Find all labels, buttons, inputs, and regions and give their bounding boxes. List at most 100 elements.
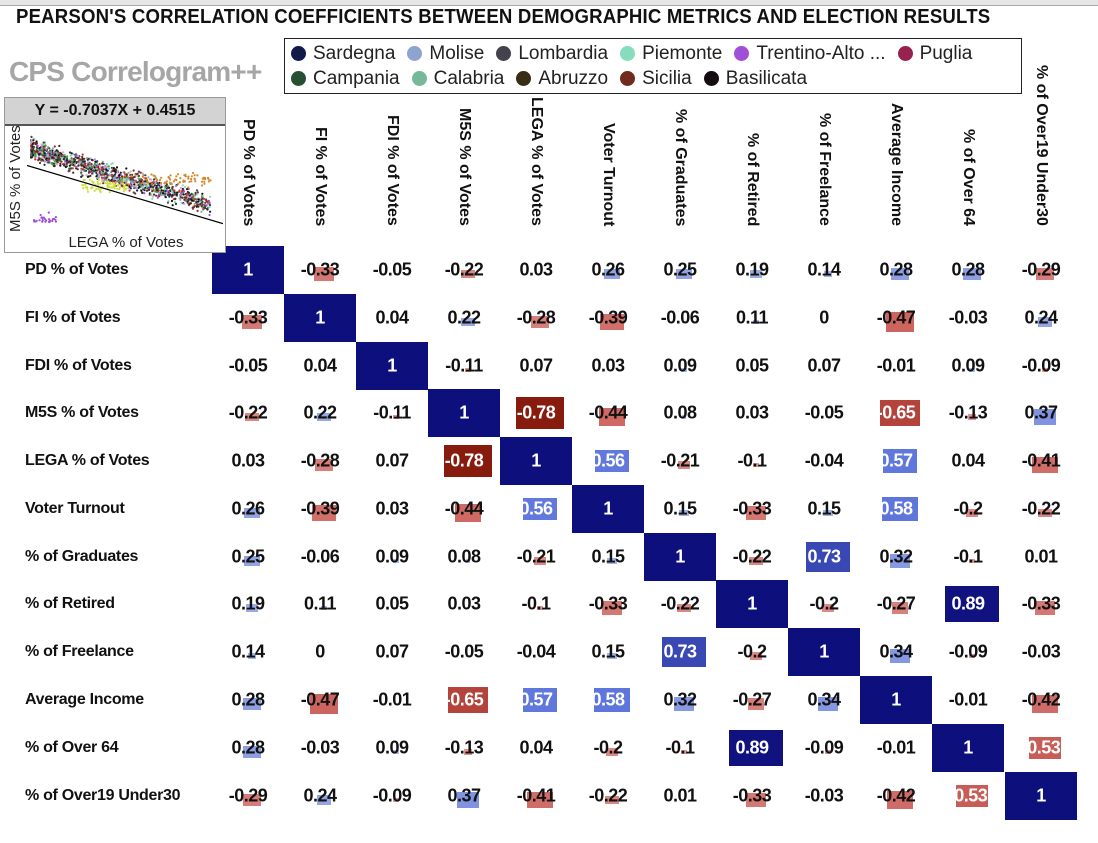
correlation-cell[interactable]: -0.01 xyxy=(356,676,428,724)
correlation-cell[interactable]: -0.05 xyxy=(212,342,284,390)
correlation-cell[interactable]: -0.65 xyxy=(428,676,500,724)
legend-item[interactable]: Piemonte xyxy=(620,41,722,66)
correlation-cell[interactable]: 0.19 xyxy=(212,580,284,628)
correlation-cell[interactable]: 0.09 xyxy=(644,342,716,390)
correlation-cell[interactable]: 0.03 xyxy=(500,246,572,294)
correlation-cell[interactable]: 0.32 xyxy=(644,676,716,724)
correlation-cell[interactable]: -0.78 xyxy=(500,389,572,437)
correlation-cell[interactable]: -0.2 xyxy=(788,580,860,628)
correlation-cell[interactable]: -0.05 xyxy=(356,246,428,294)
correlation-cell[interactable]: -0.53 xyxy=(932,772,1004,820)
correlation-cell[interactable]: -0.78 xyxy=(428,437,500,485)
correlation-cell[interactable]: 0.03 xyxy=(716,389,788,437)
correlation-cell[interactable]: 1 xyxy=(284,294,356,342)
correlation-cell[interactable]: 0.25 xyxy=(212,533,284,581)
correlation-cell[interactable]: 0 xyxy=(788,294,860,342)
correlation-cell[interactable]: 0.15 xyxy=(644,485,716,533)
correlation-cell[interactable]: -0.03 xyxy=(1005,628,1077,676)
correlation-cell[interactable]: -0.33 xyxy=(716,772,788,820)
correlation-cell[interactable]: 1 xyxy=(860,676,932,724)
correlation-cell[interactable]: 0.28 xyxy=(932,246,1004,294)
correlation-cell[interactable]: -0.47 xyxy=(284,676,356,724)
correlation-cell[interactable]: 0.56 xyxy=(500,485,572,533)
correlation-cell[interactable]: 0.03 xyxy=(428,580,500,628)
correlation-cell[interactable]: -0.33 xyxy=(212,294,284,342)
correlation-cell[interactable]: -0.28 xyxy=(500,294,572,342)
correlation-cell[interactable]: 1 xyxy=(572,485,644,533)
correlation-cell[interactable]: 0.09 xyxy=(356,533,428,581)
correlation-cell[interactable]: -0.29 xyxy=(212,772,284,820)
correlation-cell[interactable]: 0.08 xyxy=(644,389,716,437)
correlation-cell[interactable]: -0.1 xyxy=(500,580,572,628)
correlation-cell[interactable]: -0.27 xyxy=(716,676,788,724)
correlation-cell[interactable]: 1 xyxy=(644,533,716,581)
correlation-cell[interactable]: -0.04 xyxy=(500,628,572,676)
correlation-cell[interactable]: -0.22 xyxy=(716,533,788,581)
correlation-cell[interactable]: -0.01 xyxy=(932,676,1004,724)
legend-item[interactable]: Sardegna xyxy=(291,41,395,66)
correlation-cell[interactable]: 1 xyxy=(212,246,284,294)
correlation-cell[interactable]: 1 xyxy=(716,580,788,628)
legend-item[interactable]: Calabria xyxy=(411,66,504,91)
correlation-cell[interactable]: -0.11 xyxy=(356,389,428,437)
correlation-cell[interactable]: 0.15 xyxy=(572,628,644,676)
correlation-cell[interactable]: 1 xyxy=(1005,772,1077,820)
correlation-cell[interactable]: -0.05 xyxy=(428,628,500,676)
correlation-cell[interactable]: 0.05 xyxy=(356,580,428,628)
correlation-cell[interactable]: -0.33 xyxy=(284,246,356,294)
correlation-cell[interactable]: 0.04 xyxy=(356,294,428,342)
legend-item[interactable]: Sicilia xyxy=(620,66,692,91)
legend-item[interactable]: Puglia xyxy=(897,41,972,66)
correlation-cell[interactable]: 0.15 xyxy=(788,485,860,533)
correlation-cell[interactable]: -0.06 xyxy=(644,294,716,342)
correlation-cell[interactable]: -0.22 xyxy=(428,246,500,294)
correlation-cell[interactable]: 0.37 xyxy=(1005,389,1077,437)
correlation-cell[interactable]: 0.07 xyxy=(500,342,572,390)
correlation-cell[interactable]: 0.05 xyxy=(716,342,788,390)
correlation-cell[interactable]: 0.03 xyxy=(356,485,428,533)
correlation-cell[interactable]: 0.26 xyxy=(212,485,284,533)
correlation-cell[interactable]: -0.13 xyxy=(428,724,500,772)
correlation-cell[interactable]: 0.14 xyxy=(212,628,284,676)
correlation-cell[interactable]: -0.04 xyxy=(788,437,860,485)
correlation-cell[interactable]: 1 xyxy=(788,628,860,676)
correlation-cell[interactable]: 0.34 xyxy=(788,676,860,724)
correlation-cell[interactable]: 0.11 xyxy=(284,580,356,628)
correlation-cell[interactable]: -0.44 xyxy=(428,485,500,533)
correlation-cell[interactable]: -0.05 xyxy=(788,389,860,437)
legend-item[interactable]: Molise xyxy=(407,41,484,66)
correlation-cell[interactable]: 0.19 xyxy=(716,246,788,294)
correlation-cell[interactable]: -0.09 xyxy=(1005,342,1077,390)
correlation-cell[interactable]: 0.37 xyxy=(428,772,500,820)
correlation-cell[interactable]: -0.03 xyxy=(932,294,1004,342)
correlation-cell[interactable]: 0.22 xyxy=(428,294,500,342)
correlation-cell[interactable]: 0.04 xyxy=(500,724,572,772)
correlation-cell[interactable]: -0.41 xyxy=(1005,437,1077,485)
correlation-cell[interactable]: -0.53 xyxy=(1005,724,1077,772)
correlation-cell[interactable]: 0.03 xyxy=(572,342,644,390)
correlation-cell[interactable]: -0.47 xyxy=(860,294,932,342)
correlation-cell[interactable]: -0.09 xyxy=(932,628,1004,676)
correlation-cell[interactable]: -0.44 xyxy=(572,389,644,437)
correlation-cell[interactable]: -0.21 xyxy=(644,437,716,485)
correlation-cell[interactable]: 0.57 xyxy=(500,676,572,724)
correlation-cell[interactable]: -0.2 xyxy=(572,724,644,772)
correlation-cell[interactable]: -0.09 xyxy=(356,772,428,820)
correlation-cell[interactable]: -0.1 xyxy=(644,724,716,772)
correlation-cell[interactable]: -0.28 xyxy=(284,437,356,485)
correlation-cell[interactable]: -0.22 xyxy=(572,772,644,820)
correlation-cell[interactable]: -0.11 xyxy=(428,342,500,390)
correlation-cell[interactable]: -0.1 xyxy=(716,437,788,485)
correlation-cell[interactable]: 0 xyxy=(284,628,356,676)
correlation-cell[interactable]: 0.07 xyxy=(788,342,860,390)
correlation-cell[interactable]: -0.06 xyxy=(284,533,356,581)
correlation-cell[interactable]: -0.2 xyxy=(716,628,788,676)
correlation-cell[interactable]: 0.28 xyxy=(860,246,932,294)
correlation-cell[interactable]: -0.22 xyxy=(1005,485,1077,533)
correlation-cell[interactable]: 0.04 xyxy=(284,342,356,390)
correlation-cell[interactable]: -0.33 xyxy=(716,485,788,533)
correlation-cell[interactable]: 1 xyxy=(428,389,500,437)
correlation-cell[interactable]: 0.14 xyxy=(788,246,860,294)
correlation-cell[interactable]: -0.03 xyxy=(284,724,356,772)
correlation-cell[interactable]: 0.89 xyxy=(932,580,1004,628)
